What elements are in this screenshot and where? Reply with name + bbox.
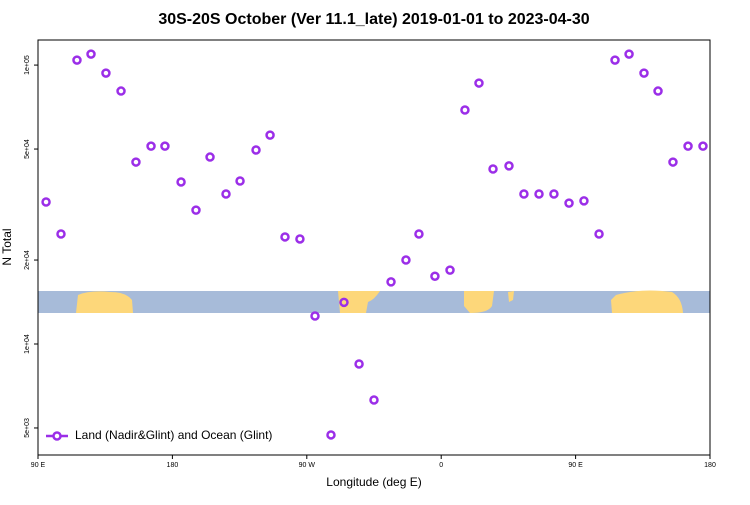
point: [445, 265, 455, 275]
point: [698, 141, 708, 151]
point: [131, 157, 141, 167]
x-tick-label: 90 W: [299, 462, 316, 469]
point: [668, 157, 678, 167]
point: [369, 395, 379, 405]
x-tick-label: 90 E: [568, 462, 583, 469]
point: [579, 196, 589, 206]
point: [460, 105, 470, 115]
point: [386, 277, 396, 287]
point: [594, 229, 604, 239]
point: [191, 205, 201, 215]
point: [176, 177, 186, 187]
point: [41, 197, 51, 207]
point: [86, 49, 96, 59]
legend-label: Land (Nadir&Glint) and Ocean (Glint): [75, 428, 272, 442]
point: [653, 86, 663, 96]
y-tick-label: 5e+04: [24, 139, 31, 159]
point: [549, 189, 559, 199]
point: [160, 141, 170, 151]
x-tick-label: 0: [439, 462, 443, 469]
point: [683, 141, 693, 151]
legend-marker: [52, 431, 62, 441]
y-axis-label: N Total: [0, 228, 14, 265]
point: [534, 189, 544, 199]
x-axis-label: Longitude (deg E): [326, 475, 421, 489]
y-tick-label: 5e+03: [24, 418, 31, 438]
point: [564, 198, 574, 208]
point: [56, 229, 66, 239]
x-tick-label: 180: [704, 462, 716, 469]
point: [488, 164, 498, 174]
y-tick-label: 1e+04: [24, 334, 31, 354]
point: [116, 86, 126, 96]
point: [205, 152, 215, 162]
map-strip: [38, 290, 710, 313]
point: [146, 141, 156, 151]
point: [235, 176, 245, 186]
point: [326, 430, 336, 440]
point: [251, 145, 261, 155]
point: [414, 229, 424, 239]
point: [401, 255, 411, 265]
point: [354, 359, 364, 369]
point: [430, 271, 440, 281]
point: [504, 161, 514, 171]
point: [474, 78, 484, 88]
point: [639, 68, 649, 78]
point: [310, 311, 320, 321]
x-tick-label: 90 E: [31, 462, 46, 469]
point: [72, 55, 82, 65]
point: [221, 189, 231, 199]
y-tick-label: 1e+05: [24, 55, 31, 75]
y-tick-label: 2e+04: [24, 250, 31, 270]
point: [295, 234, 305, 244]
point: [624, 49, 634, 59]
point: [280, 232, 290, 242]
point: [610, 55, 620, 65]
point: [101, 68, 111, 78]
plot-frame: [37, 39, 711, 456]
point: [339, 297, 349, 308]
point: [519, 189, 529, 199]
x-tick-label: 180: [167, 462, 179, 469]
chart-title: 30S-20S October (Ver 11.1_late) 2019-01-…: [158, 11, 589, 28]
point: [265, 130, 275, 140]
